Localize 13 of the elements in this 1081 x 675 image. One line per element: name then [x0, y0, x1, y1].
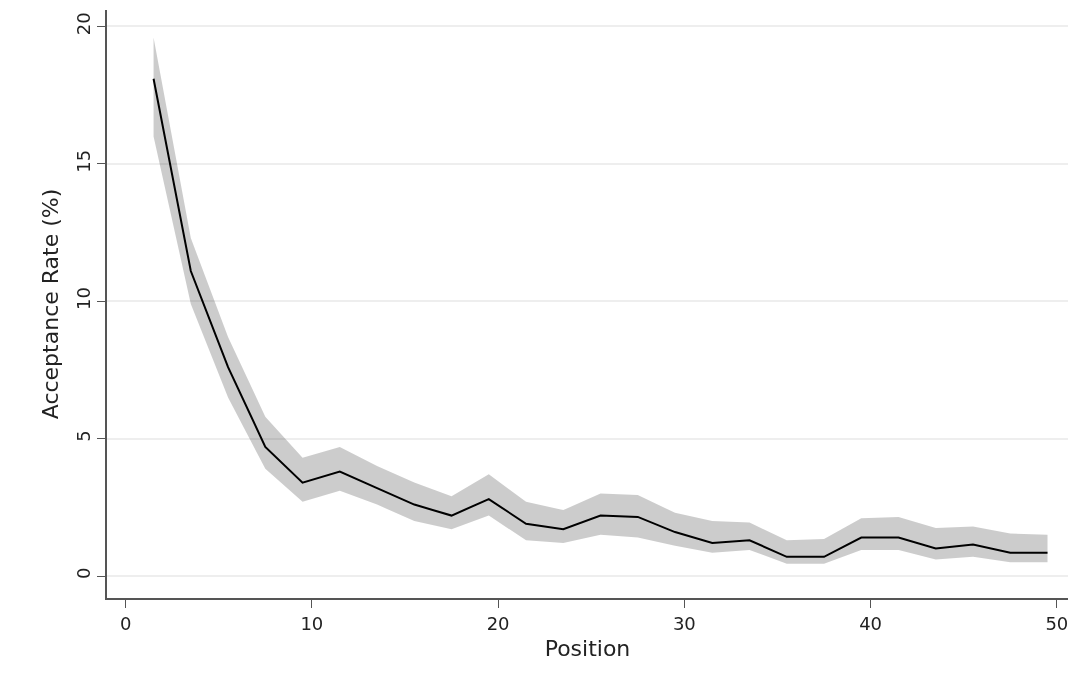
x-tick-label: 40 [859, 612, 883, 634]
y-axis-title: Acceptance Rate (%) [38, 188, 64, 420]
y-tick-label: 10 [72, 287, 94, 310]
y-tick-label: 15 [72, 149, 94, 173]
x-tick-label: 0 [119, 612, 132, 634]
x-axis-title: Position [544, 636, 631, 661]
x-tick-label: 30 [672, 612, 696, 634]
y-tick-label: 20 [72, 12, 94, 36]
y-tick-label: 5 [72, 430, 94, 442]
x-tick-label: 10 [300, 612, 324, 634]
x-tick-label: 20 [486, 612, 510, 634]
y-tick-label: 0 [72, 567, 94, 580]
x-tick-label: 50 [1045, 612, 1069, 634]
